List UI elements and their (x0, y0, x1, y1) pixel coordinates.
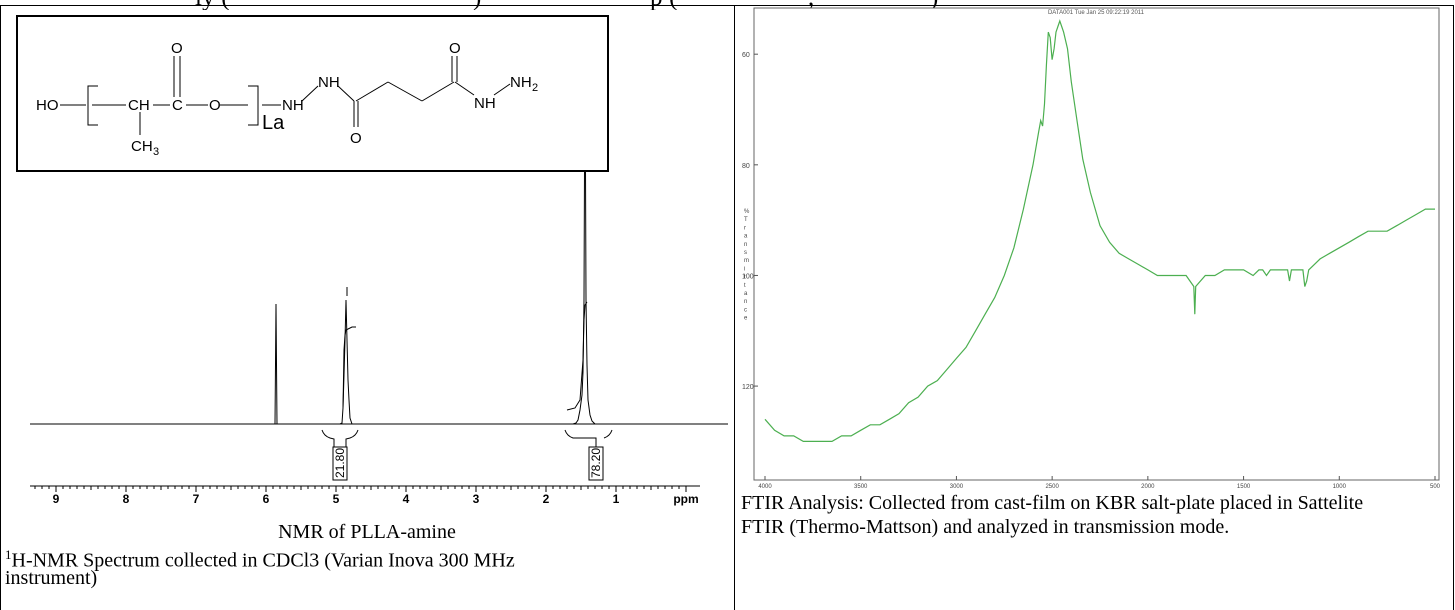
ftir-x-tick-label: 2500 (1045, 484, 1059, 490)
nmr-tick-labels: 9 8 7 6 5 4 3 2 1 ppm (53, 492, 699, 506)
nmr-tick-1: 1 (613, 492, 620, 506)
nmr-tick-6: 6 (263, 492, 270, 506)
ftir-y-label-char: i (744, 266, 745, 272)
struct-nh1: NH (282, 97, 304, 114)
ftir-y-label-char: a (744, 234, 748, 240)
ftir-y-label-char: m (744, 258, 749, 264)
ftir-x-tick-label: 1000 (1333, 484, 1347, 490)
nmr-tick-9: 9 (53, 492, 60, 506)
struct-ch3: CH (131, 138, 153, 155)
nmr-tick-2: 2 (543, 492, 550, 506)
nmr-peak-cdcl3 (274, 303, 278, 425)
nmr-tick-7: 7 (193, 492, 200, 506)
nmr-spectrum: 21.80 78.20 9 8 7 6 5 4 3 2 1 ppm (16, 15, 728, 506)
ftir-y-label-char: r (744, 225, 746, 231)
struct-nh2-end: NH (510, 74, 532, 91)
ftir-plot-header: DATA001 Tue Jan 25 09:22:19 2011 (1048, 10, 1145, 16)
struct-nh3: NH (474, 95, 496, 112)
nmr-tick-5: 5 (333, 492, 340, 506)
ftir-y-label-char: c (744, 307, 747, 313)
nmr-caption-line: H-NMR Spectrum collected in CDCl3 (Varia… (11, 549, 515, 572)
struct-c: C (172, 97, 183, 114)
struct-o-top: O (171, 40, 183, 57)
ftir-caption: FTIR Analysis: Collected from cast-film … (741, 492, 1364, 538)
ftir-x-tick-label: 2000 (1141, 484, 1155, 490)
struct-nh2-sub: 2 (532, 82, 538, 94)
ftir-y-tick-label: 120 (742, 384, 754, 391)
struct-la: La (262, 112, 285, 134)
ftir-y-label-char: t (744, 275, 746, 281)
ftir-y-label-char: n (744, 299, 747, 305)
ftir-x-tick-label: 500 (1430, 484, 1441, 490)
ftir-plot-frame (753, 7, 1440, 481)
struct-ch: CH (128, 97, 150, 114)
ftir-y-label-char: a (744, 291, 748, 297)
struct-o-amide1: O (350, 130, 362, 147)
nmr-integral-labels: 21.80 78.20 (332, 446, 604, 481)
nmr-integral-brackets (321, 429, 613, 447)
ftir-x-axis: 4000 3500 3000 2500 2000 1500 1000 500 (758, 476, 1441, 490)
nmr-peak-methine (339, 299, 353, 425)
nmr-caption-sup: 1 (5, 547, 12, 562)
ftir-y-label-char: n (744, 242, 747, 248)
struct-ho: HO (36, 97, 59, 114)
nmr-caption-line2: instrument) (5, 567, 98, 589)
nmr-cell (0, 5, 735, 610)
ftir-y-tick-label: 60 (742, 52, 750, 59)
nmr-axis-unit: ppm (673, 492, 698, 506)
struct-nh2: NH (318, 74, 340, 91)
nmr-caption-title: NMR of PLLA-amine (278, 521, 456, 543)
structure-diagram: HO CH C O O CH 3 La NH NH O O NH NH 2 (16, 15, 609, 172)
ftir-y-label-char: T (744, 217, 748, 223)
nmr-caption: 1H-NMR Spectrum collected in CDCl3 (Vari… (5, 543, 730, 573)
structure-box (16, 15, 609, 172)
integral-label-2: 78.20 (589, 448, 603, 478)
nmr-tick-3: 3 (473, 492, 480, 506)
ftir-x-tick-label: 3000 (950, 484, 964, 490)
struct-o-ester: O (209, 97, 221, 114)
ftir-y-axis: 120 100 80 60 (742, 52, 758, 391)
integral-label-1: 21.80 (333, 448, 347, 478)
struct-ch3-sub: 3 (153, 146, 159, 158)
nmr-tick-4: 4 (403, 492, 410, 506)
ftir-x-tick-label: 4000 (758, 484, 772, 490)
ftir-y-label-char: % (744, 209, 750, 215)
struct-o-amide2: O (449, 40, 461, 57)
ftir-chart: DATA001 Tue Jan 25 09:22:19 2011 120 100 8… (742, 7, 1441, 490)
ftir-x-tick-label: 1500 (1237, 484, 1251, 490)
ftir-y-tick-label: 100 (742, 273, 754, 280)
ftir-cell (734, 5, 1454, 610)
ftir-y-label-char: t (744, 283, 746, 289)
nmr-tick-8: 8 (123, 492, 130, 506)
ftir-y-tick-label: 80 (742, 163, 750, 170)
ftir-x-tick-label: 3500 (854, 484, 868, 490)
ftir-series-line (764, 19, 1435, 442)
ftir-y-label-char: s (744, 250, 747, 256)
ftir-y-label-char: e (744, 316, 748, 322)
nmr-x-axis (30, 485, 700, 492)
nmr-integral-traces (342, 287, 588, 411)
